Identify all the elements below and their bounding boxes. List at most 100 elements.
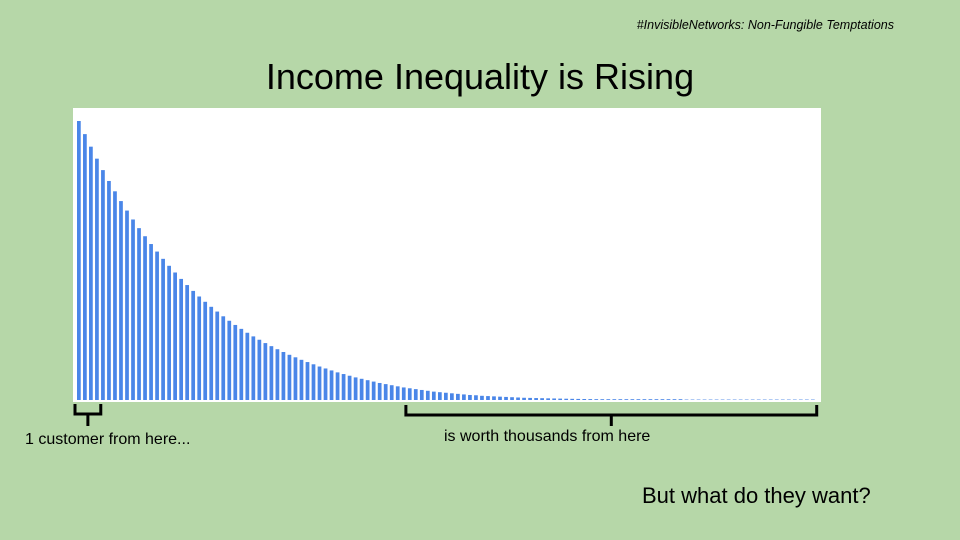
bar <box>468 394 472 400</box>
bar <box>293 357 298 400</box>
bar <box>690 399 695 400</box>
bar <box>540 398 544 400</box>
bar <box>299 359 304 400</box>
bar <box>804 399 809 400</box>
bar <box>582 399 587 400</box>
bar <box>750 399 755 400</box>
bar <box>630 399 635 400</box>
bar <box>371 381 376 400</box>
bar <box>233 324 238 400</box>
bar <box>516 397 520 400</box>
left-bracket-label: 1 customer from here... <box>25 431 191 448</box>
bar <box>257 339 262 400</box>
bar <box>588 399 593 400</box>
bar <box>185 285 190 400</box>
bar <box>347 375 352 400</box>
bar <box>149 244 153 400</box>
bar <box>389 385 394 400</box>
bar <box>492 396 496 400</box>
bar <box>107 180 111 400</box>
bar <box>528 397 532 400</box>
bar <box>798 399 803 400</box>
bar <box>810 399 815 400</box>
bar <box>564 398 569 400</box>
bar <box>89 146 93 400</box>
bar <box>642 399 647 400</box>
bar <box>95 158 99 400</box>
question-text: But what do they want? <box>642 483 871 508</box>
bar <box>774 399 779 400</box>
bar <box>480 395 484 400</box>
bar <box>684 399 689 400</box>
bar <box>287 354 292 400</box>
bar <box>624 399 629 400</box>
page-title: Income Inequality is Rising <box>265 56 695 97</box>
bar <box>552 398 557 400</box>
bar <box>395 386 400 400</box>
bar <box>137 228 141 400</box>
bar <box>762 399 767 400</box>
bar <box>437 392 442 400</box>
bar <box>570 398 575 400</box>
bar <box>383 384 388 400</box>
bar <box>203 301 208 400</box>
bar <box>143 236 147 400</box>
brackets-group <box>73 404 819 426</box>
bar <box>77 121 81 400</box>
bar <box>407 388 412 400</box>
bar <box>726 399 731 400</box>
bar <box>510 397 514 400</box>
bar <box>576 398 581 400</box>
bar <box>245 332 250 400</box>
bar <box>714 399 719 400</box>
bar <box>365 380 370 400</box>
bar <box>443 392 448 400</box>
bar <box>323 368 328 400</box>
bar <box>131 219 135 400</box>
bar <box>413 389 418 400</box>
bar <box>594 399 599 400</box>
bar <box>209 306 214 400</box>
bar <box>522 397 526 400</box>
bar <box>504 396 508 400</box>
bar <box>425 390 430 400</box>
bar <box>534 398 538 400</box>
bar <box>462 394 466 400</box>
bar <box>720 399 725 400</box>
bar <box>335 372 340 400</box>
bar <box>600 399 605 400</box>
bar <box>341 374 346 400</box>
bar <box>732 399 737 400</box>
bar <box>780 399 785 400</box>
bar <box>419 389 424 400</box>
bar <box>672 399 677 400</box>
bar <box>167 265 171 400</box>
bar <box>498 396 502 400</box>
bracket <box>73 404 103 426</box>
bar <box>155 251 159 400</box>
bar <box>660 399 665 400</box>
bar <box>227 320 232 400</box>
bar <box>666 399 671 400</box>
bar <box>756 399 761 400</box>
bars-group <box>77 121 815 401</box>
bar <box>215 311 220 400</box>
bar <box>239 328 244 400</box>
bar <box>179 278 184 400</box>
bar <box>377 382 382 400</box>
bar <box>606 399 611 400</box>
bar <box>474 395 478 400</box>
bar <box>431 391 436 400</box>
bar <box>768 399 773 400</box>
bar <box>353 377 358 400</box>
bar <box>221 316 226 400</box>
bar <box>786 399 791 400</box>
right-bracket-label: is worth thousands from here <box>444 428 651 445</box>
bar <box>546 398 550 400</box>
bar <box>654 399 659 400</box>
bar <box>101 170 105 400</box>
bar <box>197 296 202 400</box>
bar <box>311 364 316 400</box>
bar <box>678 399 683 400</box>
